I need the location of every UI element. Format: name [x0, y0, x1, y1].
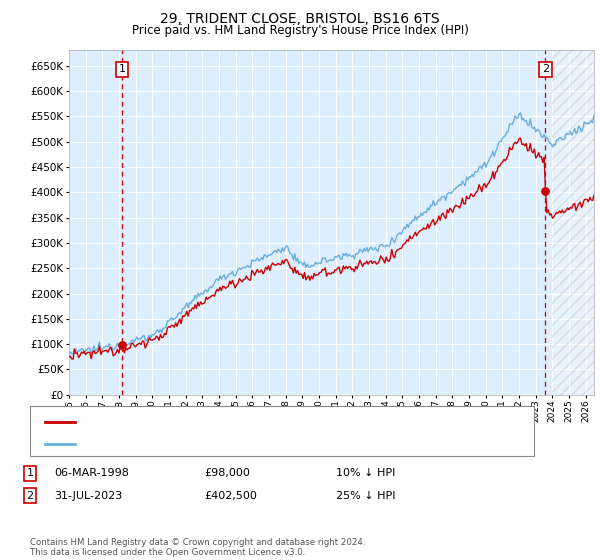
Text: 1: 1 [26, 468, 34, 478]
Point [541, 186, 550, 195]
Text: 29, TRIDENT CLOSE, BRISTOL, BS16 6TS (detached house): 29, TRIDENT CLOSE, BRISTOL, BS16 6TS (de… [81, 417, 385, 427]
Text: £402,500: £402,500 [204, 491, 257, 501]
Text: 2: 2 [26, 491, 34, 501]
Text: 25% ↓ HPI: 25% ↓ HPI [336, 491, 395, 501]
Text: 2: 2 [542, 64, 549, 74]
Text: HPI: Average price, detached house, South Gloucestershire: HPI: Average price, detached house, Sout… [81, 439, 390, 449]
Bar [553, 50, 594, 395]
Text: 29, TRIDENT CLOSE, BRISTOL, BS16 6TS: 29, TRIDENT CLOSE, BRISTOL, BS16 6TS [160, 12, 440, 26]
Text: 10% ↓ HPI: 10% ↓ HPI [336, 468, 395, 478]
Point [117, 340, 127, 349]
Text: Contains HM Land Registry data © Crown copyright and database right 2024.
This d: Contains HM Land Registry data © Crown c… [30, 538, 365, 557]
Text: 06-MAR-1998: 06-MAR-1998 [54, 468, 129, 478]
Text: 1: 1 [118, 64, 125, 74]
Text: 31-JUL-2023: 31-JUL-2023 [54, 491, 122, 501]
Text: Price paid vs. HM Land Registry's House Price Index (HPI): Price paid vs. HM Land Registry's House … [131, 24, 469, 36]
Text: £98,000: £98,000 [204, 468, 250, 478]
